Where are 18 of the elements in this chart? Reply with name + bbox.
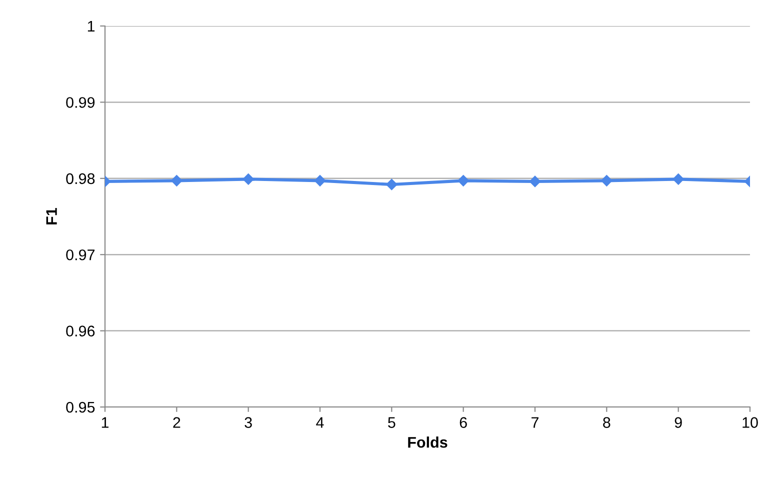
x-tick-label: 4 <box>316 417 324 428</box>
x-tick-label: 7 <box>532 417 538 428</box>
x-tick-label: 6 <box>460 417 467 428</box>
x-tick-label: 8 <box>603 417 610 428</box>
y-tick-label: 0.98 <box>66 173 95 184</box>
x-axis-title: Folds <box>408 436 448 448</box>
x-tick-label: 3 <box>244 417 252 428</box>
y-tick-label: 0.99 <box>66 97 95 108</box>
y-tick-label: 1 <box>88 21 95 32</box>
y-tick-label: 0.96 <box>66 326 95 336</box>
y-tick-label: 0.95 <box>66 402 95 413</box>
y-tick-label: 0.97 <box>66 249 95 260</box>
y-axis-title: F1 <box>46 208 57 224</box>
x-tick-label: 1 <box>102 417 109 428</box>
x-tick-label: 5 <box>388 417 396 428</box>
x-tick-label: 10 <box>742 417 758 428</box>
x-tick-label: 2 <box>173 417 180 428</box>
x-tick-label: 9 <box>674 417 682 428</box>
